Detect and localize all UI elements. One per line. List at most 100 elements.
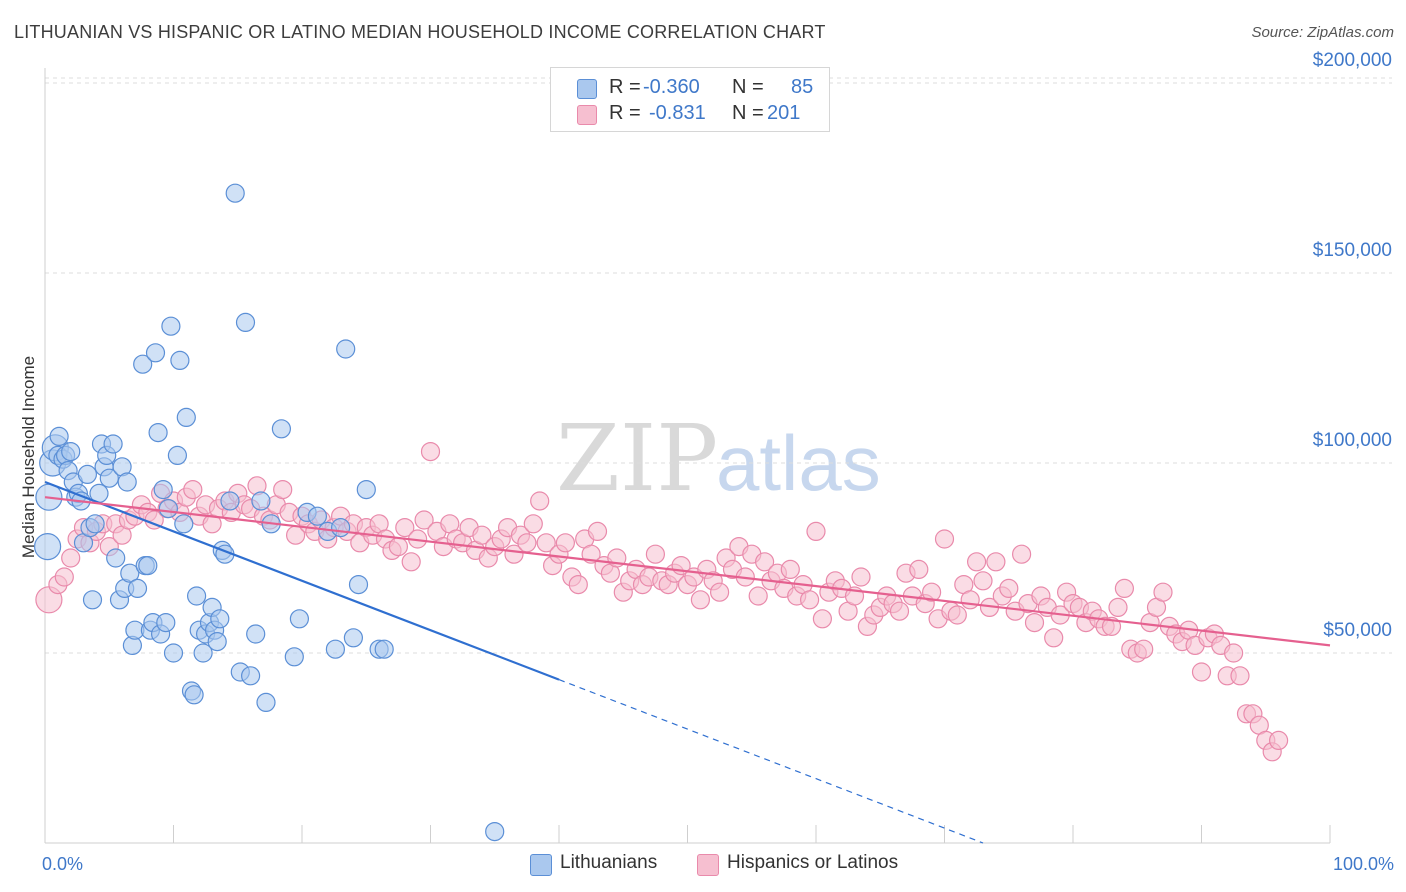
lithuanian-point xyxy=(103,434,123,454)
y-axis-label: Median Household Income xyxy=(19,356,38,558)
legend-r-label: R = xyxy=(609,76,641,98)
hispanic-point xyxy=(851,567,871,587)
lithuanian-point xyxy=(174,514,194,534)
lithuanian-point xyxy=(158,499,178,519)
hispanic-point xyxy=(536,533,556,553)
gridlines xyxy=(45,77,1392,654)
x-tick-label-min: 0.0% xyxy=(42,854,83,874)
lithuanian-point xyxy=(348,574,369,595)
legend-n-label: N = xyxy=(732,102,764,124)
hispanic-point xyxy=(966,552,987,572)
lithuanian-point xyxy=(256,692,276,713)
hispanic-point xyxy=(517,533,537,553)
lithuanian-point xyxy=(138,555,158,576)
lithuanian-point xyxy=(343,628,363,648)
bottom-legend-swatch-hispanics xyxy=(697,854,719,876)
hispanic-point xyxy=(1108,597,1128,618)
trend-lines xyxy=(44,480,1331,844)
watermark-zip: ZIP xyxy=(556,405,718,512)
hispanic-point xyxy=(999,578,1019,599)
hispanic-point xyxy=(183,480,203,500)
hispanic-point xyxy=(414,510,434,530)
lithuanian-point xyxy=(271,419,291,439)
lithuanian-point xyxy=(325,639,345,659)
lithuanian-point xyxy=(156,612,176,633)
hispanic-point xyxy=(812,609,833,629)
legend-n-value: 201 xyxy=(767,102,801,124)
hispanic-point xyxy=(587,521,608,542)
hispanic-point xyxy=(986,552,1006,572)
chart-title: LITHUANIAN VS HISPANIC OR LATINO MEDIAN … xyxy=(14,22,826,42)
bottom-legend-swatch-lithuanians xyxy=(530,854,552,876)
hispanic-point xyxy=(1191,662,1212,682)
hispanic-point xyxy=(1114,578,1135,599)
hispanic-point xyxy=(921,582,942,602)
lithuanian-point xyxy=(336,339,356,359)
lithuanian-point xyxy=(193,643,213,663)
hispanic-point xyxy=(1011,544,1032,564)
lithuanian-point xyxy=(117,472,137,492)
bottom-legend-label-lithuanians: Lithuanians xyxy=(560,852,658,873)
hispanic-trend-line xyxy=(44,496,1331,647)
legend-n-label: N = xyxy=(732,76,764,98)
hispanic-point xyxy=(806,521,826,542)
x-tick-label-max: 100.0% xyxy=(1333,854,1394,874)
hispanic-point xyxy=(388,536,408,557)
lithuanian-point xyxy=(187,586,207,606)
lithuanian-point xyxy=(49,426,69,446)
hispanic-point xyxy=(61,548,81,568)
hispanic-point xyxy=(709,582,730,602)
chart-source: Source: ZipAtlas.com xyxy=(1251,24,1394,41)
hispanic-point xyxy=(1268,730,1289,751)
lithuanian-point xyxy=(148,423,168,443)
hispanic-point xyxy=(973,571,993,591)
lithuanian-point xyxy=(99,468,119,488)
hispanic-point xyxy=(395,517,415,538)
lithuanian-point xyxy=(127,578,148,599)
hispanic-point xyxy=(1223,643,1244,663)
hispanic-point xyxy=(1153,582,1173,602)
lithuanian-point xyxy=(33,532,62,561)
hispanic-point xyxy=(909,559,929,580)
legend-r-value: -0.360 xyxy=(643,76,700,98)
hispanic-point xyxy=(690,590,711,610)
legend-n-value: 85 xyxy=(791,76,814,98)
hispanic-point xyxy=(754,552,775,572)
legend-swatch-hispanics xyxy=(577,105,597,125)
legend-r-value: -0.831 xyxy=(649,102,706,124)
hispanic-point xyxy=(889,601,910,621)
hispanic-point xyxy=(273,480,293,500)
lithuanian-point xyxy=(77,464,98,484)
hispanic-point xyxy=(523,514,543,534)
lithuanian-point xyxy=(170,350,190,370)
lithuanian-trend-extension xyxy=(558,679,984,844)
lithuanian-trend-line xyxy=(44,480,560,681)
lithuanian-point xyxy=(85,514,105,534)
lithuanian-point xyxy=(133,354,153,374)
hispanic-point xyxy=(1024,612,1045,633)
legend-swatch-lithuanians xyxy=(577,79,597,99)
y-tick-label: $100,000 xyxy=(1313,430,1392,451)
lithuanian-point xyxy=(485,821,505,842)
hispanic-point xyxy=(568,574,588,595)
tick-labels: $50,000 $100,000 $150,000 $200,000 0.0% 100.0… xyxy=(42,50,1394,874)
hispanic-point xyxy=(1044,628,1064,648)
hispanic-point xyxy=(555,533,576,553)
lithuanian-point xyxy=(210,609,230,629)
lithuanian-point xyxy=(307,506,327,526)
lithuanian-point xyxy=(246,624,266,644)
lithuanian-point xyxy=(82,590,103,610)
lithuanian-point xyxy=(251,491,271,511)
lithuanian-point xyxy=(106,548,126,568)
lithuanian-point xyxy=(220,491,240,511)
hispanic-point xyxy=(645,544,666,564)
hispanic-points xyxy=(35,442,1289,762)
lithuanian-point xyxy=(289,609,309,629)
lithuanian-point xyxy=(161,316,181,336)
lithuanian-point xyxy=(184,685,204,705)
hispanic-point xyxy=(780,559,800,580)
hispanic-point xyxy=(960,590,980,610)
lithuanian-point xyxy=(374,639,394,659)
lithuanian-point xyxy=(120,563,140,583)
